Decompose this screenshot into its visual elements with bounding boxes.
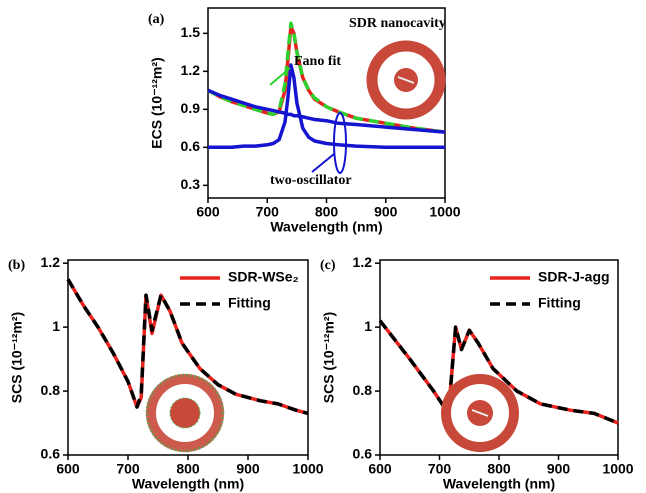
- x-tick-label: 800: [487, 461, 511, 477]
- y-tick-label: 1: [364, 318, 372, 334]
- y-axis-label: SCS (10⁻¹²m²): [9, 312, 25, 403]
- inset-disk: [169, 397, 201, 429]
- x-tick-label: 800: [315, 204, 339, 220]
- series-line: [207, 21, 446, 134]
- legend-label: SDR-WSe₂: [228, 269, 299, 285]
- inset-ring: [366, 40, 446, 120]
- y-tick-label: 0.9: [181, 100, 201, 116]
- y-tick-label: 1.2: [353, 254, 373, 270]
- x-axis-label: Wavelength (nm): [270, 219, 382, 235]
- annotation: Fano fit: [294, 54, 341, 69]
- y-axis-label: ECS (10⁻¹²m²): [149, 57, 165, 148]
- y-tick-label: 0.8: [41, 382, 61, 398]
- plot-frame: [379, 259, 619, 456]
- inset-flake: [471, 409, 489, 417]
- annotation: two-oscillator: [270, 173, 352, 188]
- x-tick-label: 700: [116, 461, 140, 477]
- legend-label: Fitting: [538, 295, 581, 311]
- series-line: [207, 88, 446, 134]
- insets: [145, 40, 519, 453]
- y-tick-label: 0.6: [41, 446, 61, 462]
- y-tick-label: 0.6: [353, 446, 373, 462]
- x-tick-label: 700: [256, 204, 280, 220]
- inset-flake: [397, 76, 415, 84]
- series-line: [208, 63, 445, 150]
- panel-label: (a): [148, 12, 165, 27]
- panel-label: (b): [8, 258, 25, 273]
- x-tick-label: 900: [374, 204, 398, 220]
- x-tick-label: 600: [368, 461, 392, 477]
- series-line: [66, 278, 309, 416]
- y-tick-label: 0.6: [181, 138, 201, 154]
- legend-label: Fitting: [228, 295, 271, 311]
- y-tick-label: 1: [52, 318, 60, 334]
- x-tick-label: 700: [428, 461, 452, 477]
- inset-ring: [146, 374, 224, 452]
- inset-ring: [441, 374, 519, 452]
- annotation: SDR nanocavity: [349, 16, 446, 31]
- x-tick-label: 1000: [429, 204, 460, 220]
- series-line: [66, 278, 309, 416]
- arrow: [311, 153, 335, 173]
- x-tick-label: 800: [176, 461, 200, 477]
- arrow: [269, 67, 291, 86]
- x-tick-label: 900: [547, 461, 571, 477]
- x-tick-label: 1000: [292, 461, 323, 477]
- y-tick-label: 1.5: [181, 24, 201, 40]
- x-axis-label: Wavelength (nm): [443, 476, 555, 492]
- y-tick-label: 0.3: [181, 176, 201, 192]
- panel-label: (c): [320, 258, 336, 273]
- x-tick-label: 600: [56, 461, 80, 477]
- x-tick-label: 1000: [602, 461, 633, 477]
- y-tick-label: 0.8: [353, 382, 373, 398]
- x-tick-label: 600: [196, 204, 220, 220]
- inset-mesh: [145, 373, 225, 453]
- x-tick-label: 900: [236, 461, 260, 477]
- y-tick-label: 1.2: [41, 254, 61, 270]
- y-tick-label: 1.2: [181, 62, 201, 78]
- y-axis-label: SCS (10⁻¹²m²): [321, 312, 337, 403]
- x-axis-label: Wavelength (nm): [132, 476, 244, 492]
- ellipse-mark: [333, 112, 347, 174]
- series-line: [378, 319, 619, 425]
- legend-label: SDR-J-agg: [538, 269, 610, 285]
